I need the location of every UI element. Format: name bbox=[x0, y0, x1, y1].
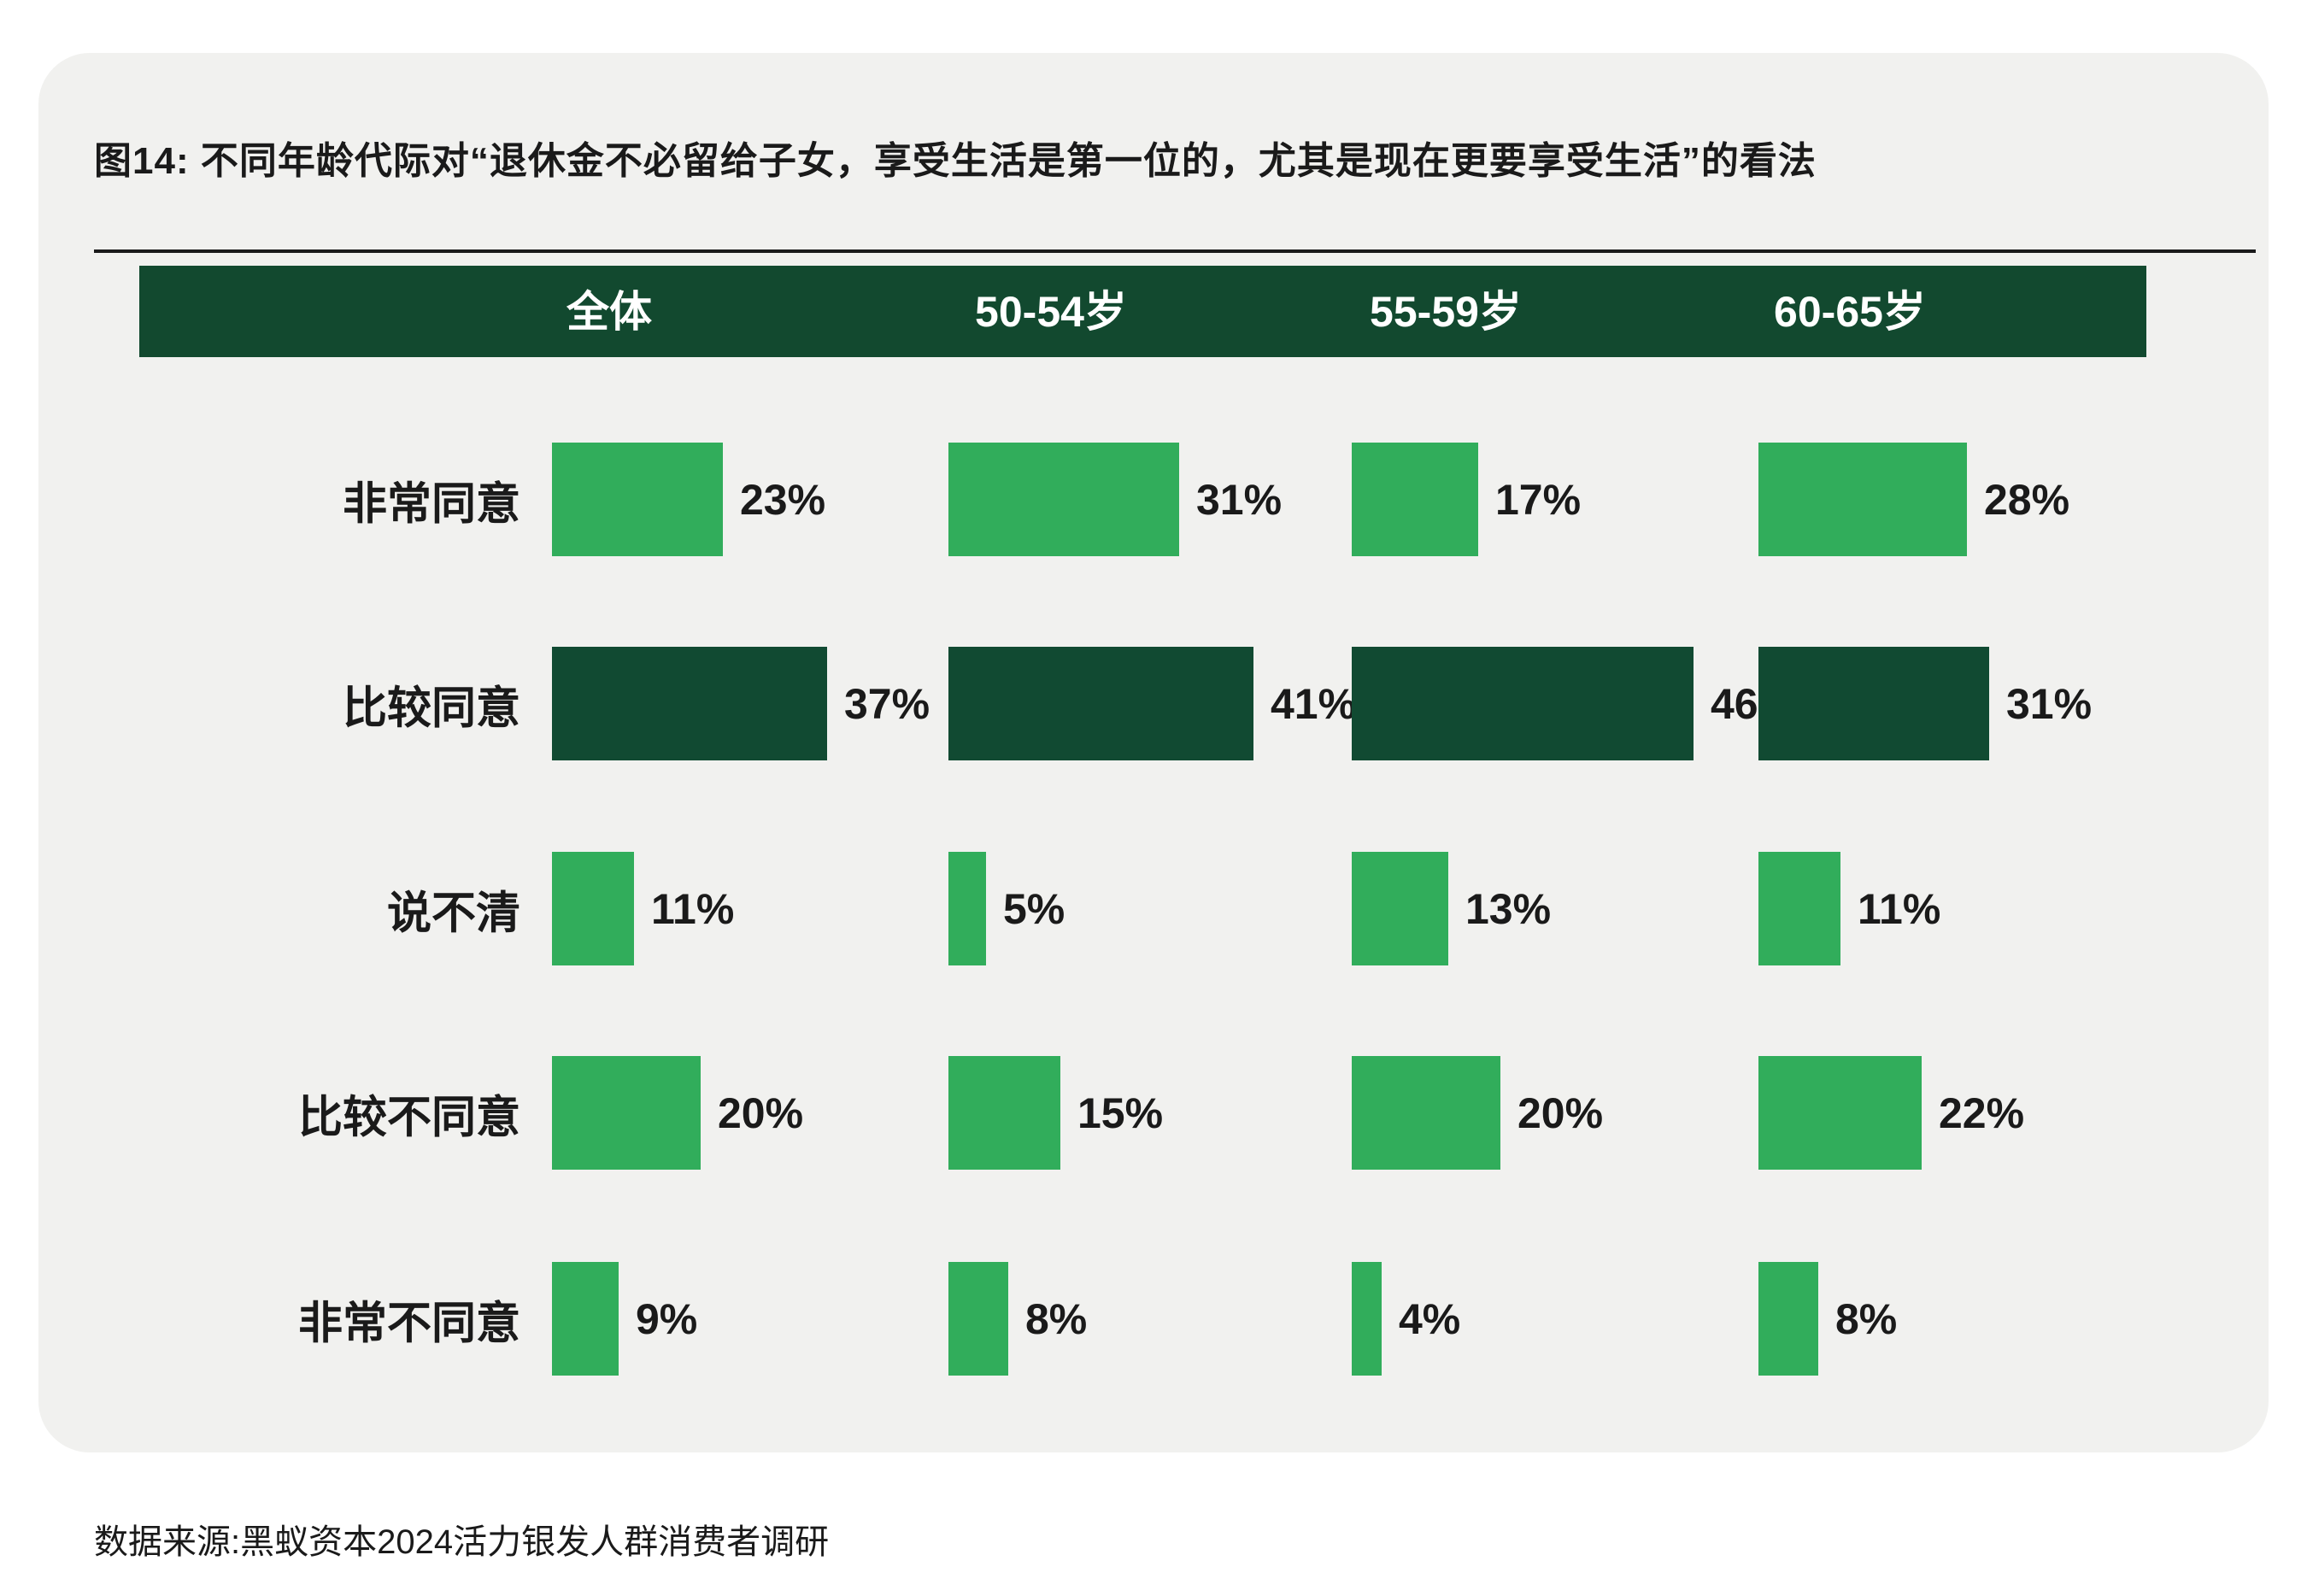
column-header-1: 全体 bbox=[566, 288, 652, 336]
row-label-4: 比较不同意 bbox=[297, 1093, 520, 1142]
bar-全体-比较不同意 bbox=[552, 1056, 701, 1170]
bar-50-54岁-比较不同意 bbox=[948, 1056, 1060, 1170]
value-label-60-65岁-比较同意: 31% bbox=[2006, 679, 2093, 728]
value-label-全体-比较不同意: 20% bbox=[718, 1088, 804, 1137]
column-header-3: 55-59岁 bbox=[1370, 288, 1522, 336]
bar-55-59岁-比较同意 bbox=[1352, 647, 1694, 760]
value-label-50-54岁-非常不同意: 8% bbox=[1025, 1294, 1088, 1343]
bar-60-65岁-比较同意 bbox=[1758, 647, 1989, 760]
value-label-全体-非常同意: 23% bbox=[740, 475, 826, 524]
bar-全体-非常不同意 bbox=[552, 1262, 619, 1376]
bar-全体-比较同意 bbox=[552, 647, 827, 760]
value-label-55-59岁-比较不同意: 20% bbox=[1517, 1088, 1604, 1137]
bar-60-65岁-说不清 bbox=[1758, 852, 1840, 965]
bar-全体-说不清 bbox=[552, 852, 634, 965]
value-label-60-65岁-非常不同意: 8% bbox=[1835, 1294, 1898, 1343]
bar-55-59岁-说不清 bbox=[1352, 852, 1448, 965]
row-label-3: 说不清 bbox=[386, 889, 520, 938]
column-header-4: 60-65岁 bbox=[1774, 288, 1926, 336]
value-label-60-65岁-说不清: 11% bbox=[1858, 884, 1941, 933]
row-label-1: 非常同意 bbox=[342, 479, 520, 529]
value-label-全体-比较同意: 37% bbox=[844, 679, 930, 728]
bar-全体-非常同意 bbox=[552, 443, 723, 556]
value-label-50-54岁-说不清: 5% bbox=[1003, 884, 1065, 933]
value-label-全体-非常不同意: 9% bbox=[636, 1294, 698, 1343]
bar-60-65岁-非常同意 bbox=[1758, 443, 1967, 556]
value-label-55-59岁-非常不同意: 4% bbox=[1399, 1294, 1461, 1343]
value-label-60-65岁-非常同意: 28% bbox=[1984, 475, 2070, 524]
row-label-5: 非常不同意 bbox=[297, 1299, 520, 1348]
bar-55-59岁-非常同意 bbox=[1352, 443, 1478, 556]
row-label-2: 比较同意 bbox=[342, 684, 520, 733]
value-label-55-59岁-说不清: 13% bbox=[1465, 884, 1552, 933]
bar-60-65岁-比较不同意 bbox=[1758, 1056, 1922, 1170]
value-label-50-54岁-比较同意: 41% bbox=[1271, 679, 1357, 728]
value-label-50-54岁-比较不同意: 15% bbox=[1077, 1088, 1164, 1137]
bar-50-54岁-比较同意 bbox=[948, 647, 1253, 760]
column-header-bar bbox=[139, 266, 2146, 357]
bar-50-54岁-非常同意 bbox=[948, 443, 1179, 556]
chart-title: 图14: 不同年龄代际对“退休金不必留给子女，享受生活是第一位的，尤其是现在更要… bbox=[94, 140, 1817, 182]
value-label-全体-说不清: 11% bbox=[651, 884, 735, 933]
column-header-2: 50-54岁 bbox=[975, 288, 1127, 336]
bar-55-59岁-非常不同意 bbox=[1352, 1262, 1382, 1376]
bar-50-54岁-非常不同意 bbox=[948, 1262, 1008, 1376]
title-divider-line bbox=[94, 249, 2256, 253]
bar-50-54岁-说不清 bbox=[948, 852, 986, 965]
value-label-55-59岁-非常同意: 17% bbox=[1495, 475, 1582, 524]
data-source-note: 数据来源:黑蚁资本2024活力银发人群消费者调研 bbox=[94, 1523, 830, 1561]
bar-55-59岁-比较不同意 bbox=[1352, 1056, 1500, 1170]
value-label-50-54岁-非常同意: 31% bbox=[1196, 475, 1283, 524]
bar-60-65岁-非常不同意 bbox=[1758, 1262, 1818, 1376]
value-label-60-65岁-比较不同意: 22% bbox=[1939, 1088, 2025, 1137]
